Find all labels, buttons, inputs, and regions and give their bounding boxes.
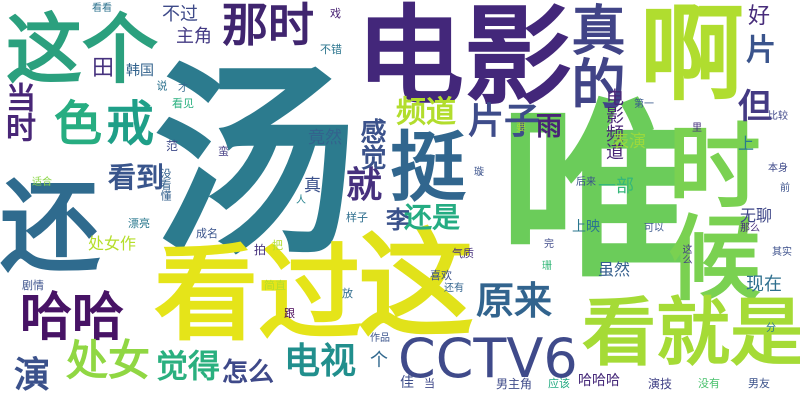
word-keyi: 可以	[644, 223, 664, 234]
word-wei: 唯	[500, 82, 691, 303]
word-chengming: 成名	[196, 227, 218, 240]
word-zhe: 这	[358, 218, 474, 353]
word-hao: 好	[748, 4, 771, 29]
word-chunv: 处女	[66, 336, 151, 385]
word-jianzhi: 简直	[264, 279, 286, 292]
word-yuanlai: 原来	[476, 279, 553, 323]
word-haiyou: 还有	[444, 283, 464, 294]
word-nanyou: 男友	[748, 377, 770, 390]
word-pindao: 频道	[396, 95, 456, 130]
word-biaoyan: 表演	[612, 132, 646, 152]
word-ba: 把	[272, 239, 283, 252]
word-dang: 当	[424, 377, 435, 390]
word-shuo: 说	[155, 80, 168, 91]
word-zhege: 这个	[6, 5, 158, 94]
word-pianzi: 片子	[468, 101, 541, 142]
word-tian: 田	[92, 56, 115, 81]
word-meikandong: 没看懂	[159, 168, 172, 201]
word-kanjian: 看见	[172, 97, 194, 110]
word-nashi: 那时	[222, 0, 314, 52]
word-shangying: 上映	[572, 219, 600, 235]
word-hai: 还	[0, 169, 100, 286]
word-hahaha: 哈哈哈	[578, 373, 620, 389]
word-wuliao: 无聊	[740, 206, 773, 225]
word-bucuo: 不错	[320, 43, 342, 56]
word-jie: 戒	[106, 96, 155, 152]
word-nanzhujue: 男主角	[496, 377, 533, 391]
word-fan: 范	[166, 139, 179, 153]
word-hanguo: 韩国	[126, 63, 154, 79]
word-xi: 戏	[330, 7, 341, 20]
word-kanjiushi: 看就是	[582, 290, 800, 376]
word-pian: 片	[746, 33, 776, 68]
word-yibu: 一部	[598, 176, 634, 197]
word-kandao: 看到	[108, 161, 165, 194]
word-juede: 觉得	[156, 347, 221, 385]
word-dianyingpindao: 电影频道	[603, 88, 624, 160]
word-cctv6: CCTV6	[398, 327, 578, 390]
word-zhen: 真	[304, 176, 321, 196]
word-dianying: 电影	[356, 0, 573, 120]
word-shihou: 时候	[653, 118, 760, 302]
word-qishi: 其实	[772, 247, 792, 258]
word-tang: 汤	[152, 45, 357, 283]
word-fang: 放	[342, 287, 353, 300]
word-a: 啊	[640, 0, 745, 115]
word-haishi: 还是	[404, 201, 461, 234]
word-buguo: 不过	[162, 4, 198, 25]
word-ganjue: 感觉	[356, 118, 386, 170]
word-zheme: 这么	[680, 244, 691, 264]
word-yangzi: 样子	[346, 211, 368, 224]
word-suiran: 虽然	[598, 260, 631, 279]
word-fen: 分	[766, 323, 776, 334]
word-shihe: 适合	[32, 177, 52, 188]
word-zenme: 怎么	[222, 358, 275, 388]
word-yinggai: 应该	[548, 377, 570, 390]
word-pai: 拍	[254, 243, 267, 257]
word-dangshi: 当时	[0, 82, 35, 142]
word-yu: 雨	[536, 112, 563, 142]
word-man: 蛮	[218, 145, 229, 158]
word-juqing: 剧情	[22, 279, 44, 292]
word-yan: 演	[14, 355, 51, 396]
word-xihuan: 喜欢	[430, 269, 452, 282]
word-zhende: 真的	[562, 2, 625, 110]
word-wan: 完	[544, 239, 554, 250]
word-chunvzuo: 处女作	[88, 234, 137, 253]
word-bijiao: 比较	[768, 111, 788, 122]
word-haha: 哈哈	[20, 288, 125, 348]
word-gen: 跟	[284, 307, 295, 320]
word-yao: 要	[516, 123, 526, 134]
word-ting: 挺	[390, 123, 466, 212]
word-piaoliang: 漂亮	[128, 217, 150, 230]
word-jingran: 竟然	[308, 128, 342, 148]
word-jia: 佳	[400, 375, 414, 391]
word-houlai: 后来	[576, 177, 596, 188]
word-shan: 珊	[542, 261, 552, 272]
word-li: 李	[386, 206, 410, 234]
word-name: 那么	[740, 223, 760, 234]
word-zhujue: 主角	[176, 26, 212, 47]
word-kanguo: 看过	[154, 233, 363, 355]
word-dan: 但	[738, 87, 772, 127]
word-cai: 才	[178, 83, 188, 94]
word-meiyou: 没有	[698, 377, 720, 390]
word-ge: 个	[370, 350, 388, 371]
word-benshen: 本身	[768, 163, 788, 174]
word-diyi: 第一	[634, 99, 654, 110]
word-jiu: 就	[346, 165, 383, 206]
word-dianshi: 电视	[284, 341, 357, 382]
word-qizhi: 气质	[452, 247, 474, 260]
word-xuan: 璇	[474, 167, 484, 178]
word-zuopin: 作品	[370, 333, 390, 344]
word-qian: 前	[780, 183, 790, 194]
word-se: 色	[54, 96, 103, 152]
word-ren: 人	[296, 195, 306, 206]
word-shang: 上	[738, 134, 755, 153]
word-li-inner: 里	[692, 123, 702, 134]
word-yanji: 演技	[648, 377, 673, 391]
word-kankan: 看看	[92, 3, 112, 14]
word-xianzai: 现在	[746, 274, 782, 295]
